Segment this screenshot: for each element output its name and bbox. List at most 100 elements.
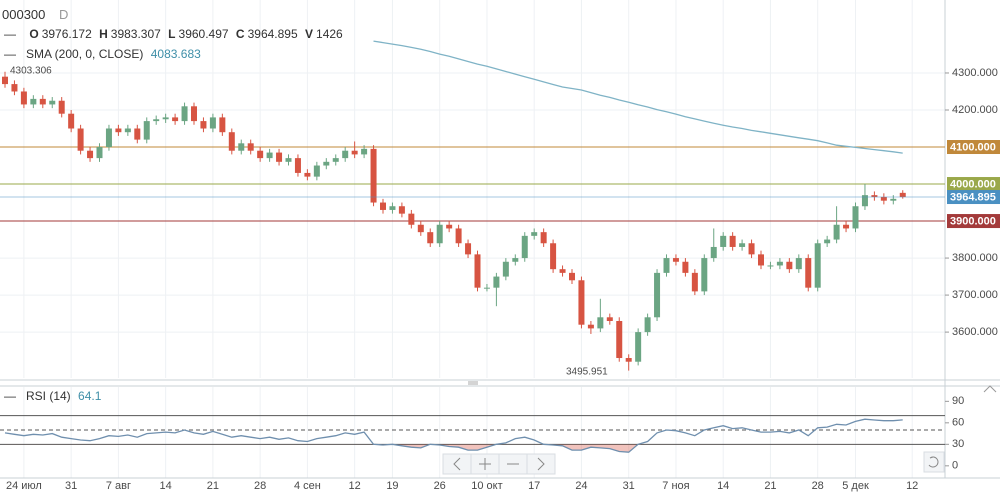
candle-body <box>559 269 566 273</box>
separator-handle[interactable] <box>468 381 478 385</box>
candle-body <box>49 100 56 105</box>
x-tick-label: 26 <box>434 480 446 492</box>
candle-body <box>899 192 906 198</box>
candle-body <box>389 206 396 210</box>
scroll-left-button[interactable] <box>442 453 472 475</box>
x-tick-label: 4 сен <box>294 480 321 492</box>
interval[interactable]: D <box>59 7 69 22</box>
candle-body <box>96 147 103 159</box>
reset-button[interactable] <box>923 451 945 473</box>
price-label: 4000.000 <box>950 178 996 190</box>
rsi-tick-label: 30 <box>952 438 964 450</box>
candle-body <box>880 196 887 201</box>
candle-body <box>228 132 235 151</box>
rsi-value: 64.1 <box>78 389 102 403</box>
y-tick-label: 3700.000 <box>952 289 998 301</box>
candle-body <box>795 258 802 270</box>
candle-body <box>786 261 793 270</box>
candle-body <box>380 202 386 210</box>
candle-body <box>691 272 698 292</box>
candle-body <box>814 243 821 288</box>
candle-body <box>2 76 8 85</box>
candle-body <box>833 224 840 240</box>
candle-body <box>68 113 75 129</box>
collapse-icon[interactable] <box>983 385 997 393</box>
ohlc-key: O <box>29 27 39 41</box>
candle-body <box>436 224 443 244</box>
rsi-oversold-fill <box>5 444 903 453</box>
candle-body <box>597 317 604 329</box>
rsi-tick-label: 60 <box>952 417 964 429</box>
candle-body <box>531 232 538 236</box>
candle-body <box>294 158 301 173</box>
x-tick-label: 21 <box>207 480 219 492</box>
candle-body <box>710 246 717 259</box>
price-label: 3900.000 <box>950 215 996 227</box>
ohlc-key: C <box>235 27 245 41</box>
x-tick-label: 24 <box>575 480 587 492</box>
candle-body <box>398 206 405 214</box>
candle-body <box>304 172 311 177</box>
x-tick-label: 21 <box>764 480 776 492</box>
candle-body <box>115 128 122 133</box>
candle-body <box>408 213 415 225</box>
symbol: 000300 <box>2 7 46 22</box>
y-tick-label: 3600.000 <box>952 326 998 338</box>
price-label-box <box>947 214 1000 229</box>
icon <box>479 458 491 470</box>
price-label: 3964.895 <box>950 191 996 203</box>
x-tick-label: 19 <box>386 480 398 492</box>
candle-body <box>805 258 812 288</box>
candle-body <box>323 161 330 166</box>
candle-body <box>162 117 169 120</box>
candle-body <box>682 261 689 273</box>
candle-body <box>483 287 490 289</box>
rsi-legend: — RSI (14) 64.1 <box>4 389 102 403</box>
sma-value: 4083.683 <box>150 47 201 61</box>
candle-body <box>758 254 764 266</box>
candle-body <box>493 276 500 288</box>
candle-body <box>143 121 150 140</box>
candle-body <box>446 224 453 229</box>
candle-body <box>153 119 160 122</box>
candle-body <box>58 100 65 114</box>
price-label-box <box>947 190 1000 205</box>
candle-body <box>351 150 358 155</box>
candle-body <box>739 243 746 247</box>
candle-body <box>332 158 339 162</box>
x-tick-label: 28 <box>254 480 266 492</box>
candle-body <box>247 143 254 151</box>
icon <box>537 457 545 471</box>
y-tick-label: 4200.000 <box>952 104 998 116</box>
x-tick-label: 28 <box>812 480 824 492</box>
candle-body <box>871 195 878 197</box>
candle-body <box>30 98 37 105</box>
x-tick-label: 7 авг <box>106 480 131 492</box>
candle-body <box>257 150 264 159</box>
candle-body <box>370 148 377 203</box>
candle-body <box>124 128 131 133</box>
y-tick-label: 3800.000 <box>952 252 998 264</box>
open-value: 3976.172 <box>41 27 92 41</box>
candle-body <box>285 158 292 162</box>
candle-body <box>701 258 708 292</box>
candle-body <box>209 117 216 129</box>
candle-body <box>625 358 632 362</box>
high-value: 3983.307 <box>110 27 161 41</box>
high-annotation: 4303.306 <box>10 66 52 77</box>
x-tick-label: 14 <box>160 480 172 492</box>
candle-body <box>654 272 661 318</box>
candle-body <box>77 128 84 151</box>
low-value: 3960.497 <box>178 27 229 41</box>
low-annotation: 3495.951 <box>566 367 608 378</box>
icon <box>928 456 939 468</box>
candle-body <box>238 143 245 151</box>
candle-body <box>729 235 736 247</box>
candle-body <box>540 232 547 244</box>
scroll-toolbar <box>442 385 997 475</box>
candle-body <box>20 91 27 105</box>
candle-body <box>427 232 434 244</box>
scroll-right-button[interactable] <box>526 453 556 475</box>
